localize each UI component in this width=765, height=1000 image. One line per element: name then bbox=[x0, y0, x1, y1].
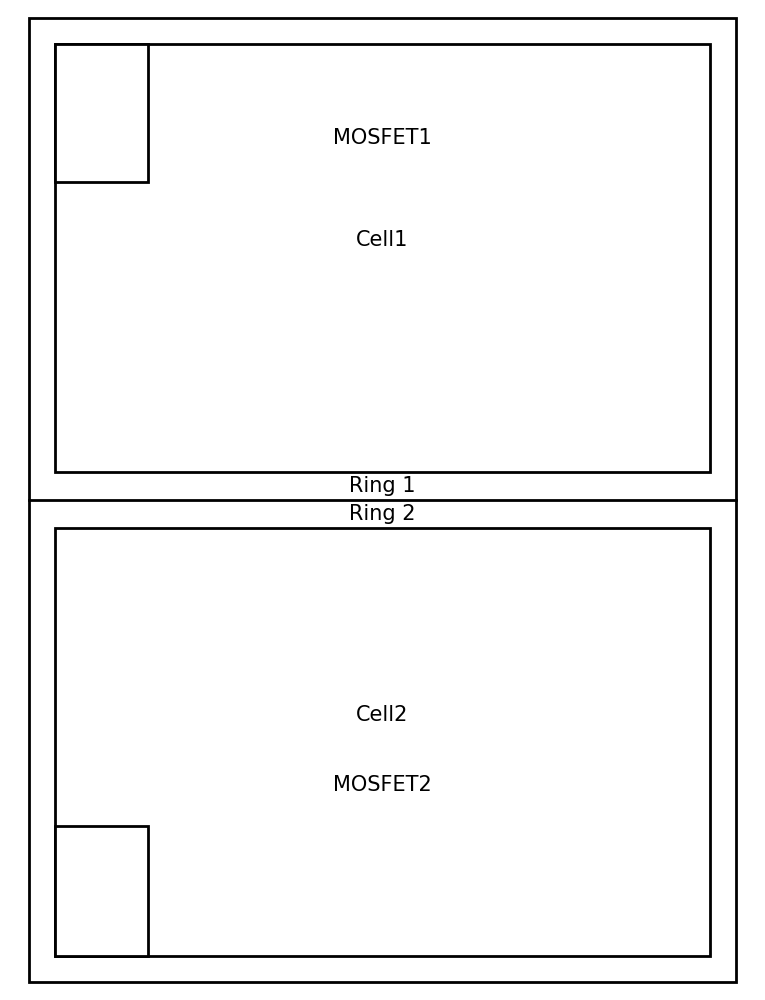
Bar bbox=[55, 528, 710, 956]
Text: MOSFET1: MOSFET1 bbox=[333, 128, 432, 148]
Text: Ring 1: Ring 1 bbox=[350, 476, 415, 496]
Bar bbox=[55, 44, 148, 182]
Text: Cell1: Cell1 bbox=[356, 230, 409, 250]
Text: Ring 2: Ring 2 bbox=[350, 504, 415, 524]
Bar bbox=[55, 826, 148, 956]
Text: MOSFET2: MOSFET2 bbox=[333, 775, 432, 795]
Bar bbox=[55, 44, 710, 472]
Text: Cell2: Cell2 bbox=[356, 705, 409, 725]
